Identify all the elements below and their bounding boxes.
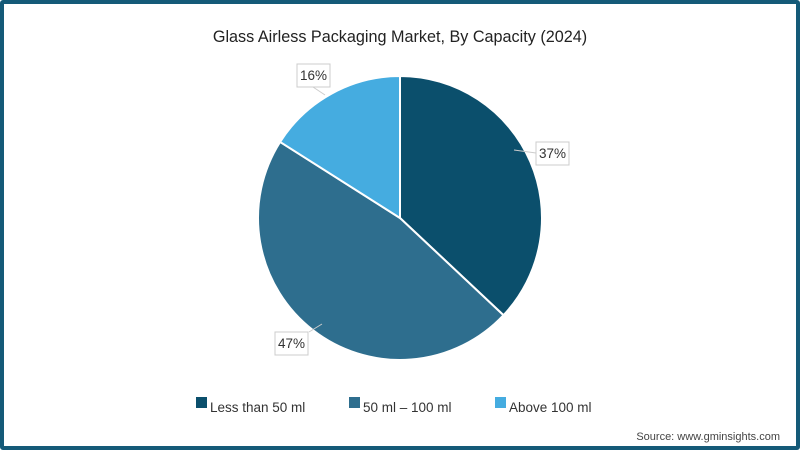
svg-text:Source: www.gminsights.com: Source: www.gminsights.com xyxy=(636,431,780,443)
svg-text:Less than 50 ml: Less than 50 ml xyxy=(210,400,305,415)
svg-text:16%: 16% xyxy=(300,68,327,83)
svg-text:37%: 37% xyxy=(539,146,566,161)
svg-text:47%: 47% xyxy=(278,336,305,351)
svg-text:Above 100 ml: Above 100 ml xyxy=(509,400,592,415)
svg-text:50 ml – 100 ml: 50 ml – 100 ml xyxy=(363,400,452,415)
